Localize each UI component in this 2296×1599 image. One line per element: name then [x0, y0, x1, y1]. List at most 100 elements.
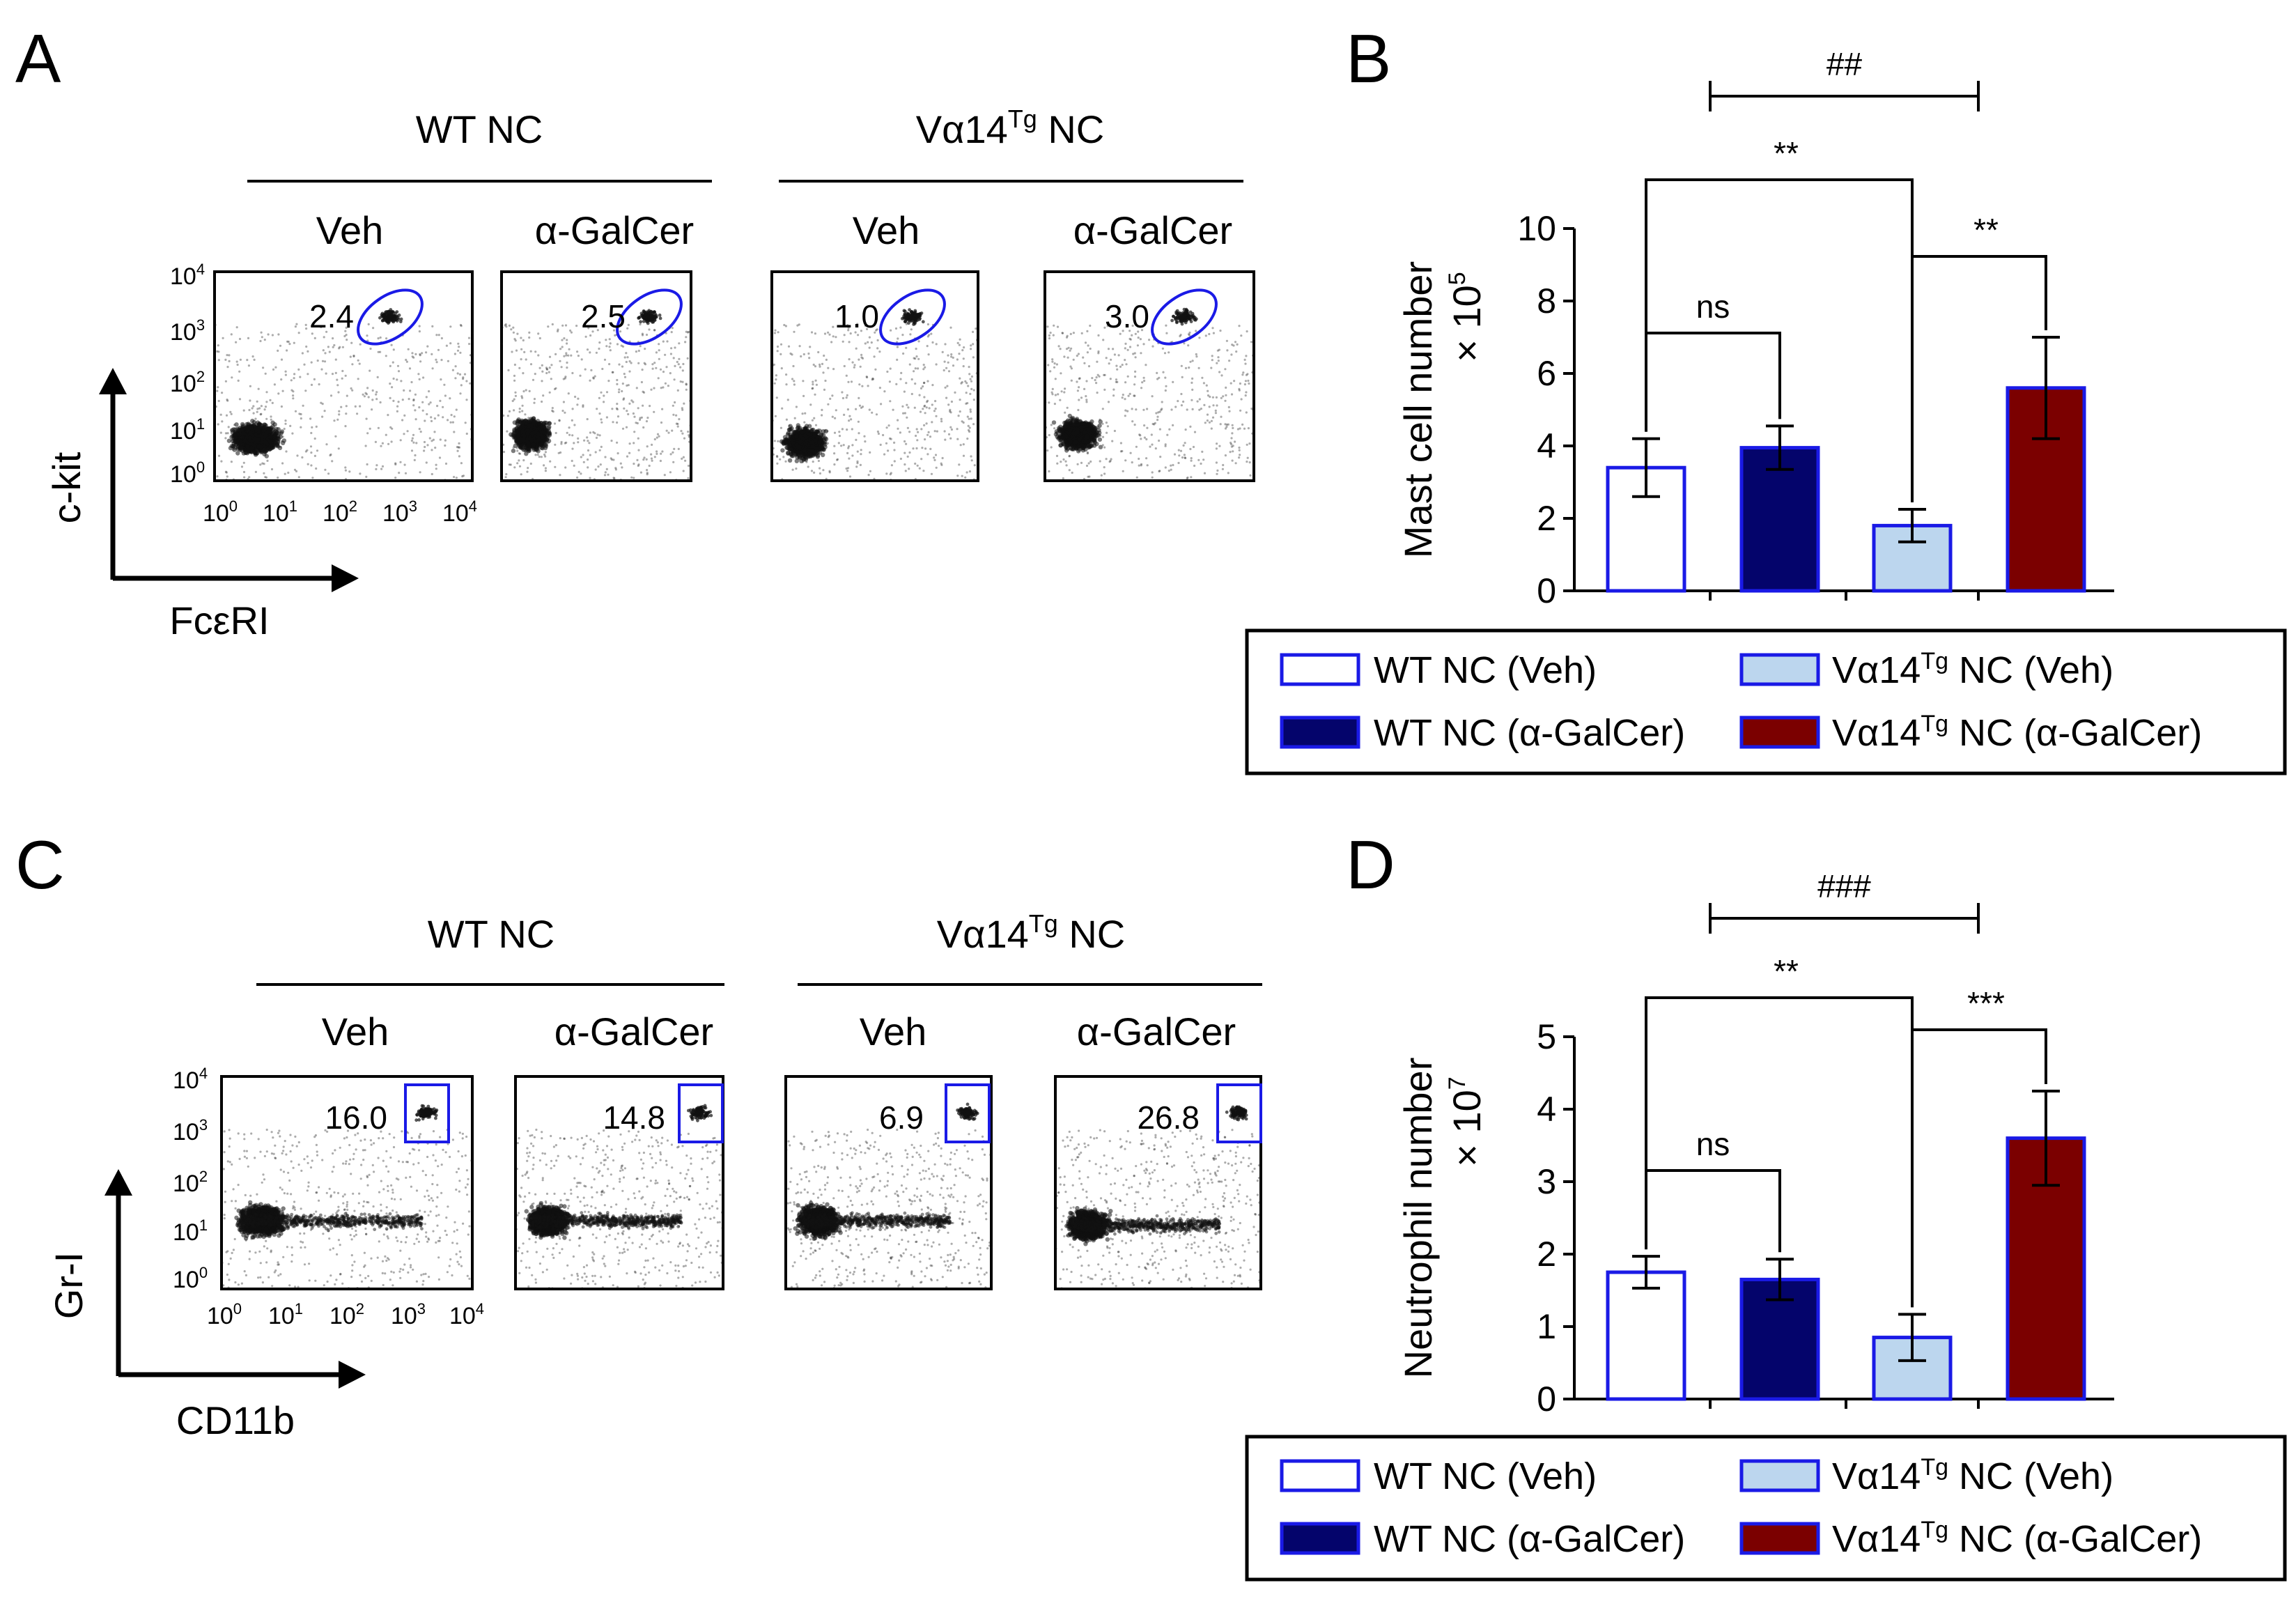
panel-c-xtick-2: 102 — [329, 1300, 364, 1329]
panel-b-legend-swatch-3 — [1280, 716, 1360, 749]
panel-b-y-axis-unit: × 105 — [1444, 272, 1489, 362]
panel-d-legend-label-4: Vα14Tg NC (α-GalCer) — [1832, 1517, 2202, 1560]
panel-c-y-arrowhead — [104, 1169, 132, 1196]
panel-a-ytick-1: 101 — [170, 415, 205, 445]
panel-d-bar-2 — [1739, 1277, 1820, 1401]
panel-d-ytick-label: 2 — [1537, 1235, 1556, 1274]
panel-d-y-axis-unit: × 107 — [1444, 1076, 1489, 1166]
panel-a-ytick-3: 103 — [170, 316, 205, 346]
panel-b-legend: WT NC (Veh) Vα14Tg NC (Veh) WT NC (α-Gal… — [1245, 628, 2287, 775]
panel-c-ytick-0: 100 — [173, 1264, 208, 1293]
panel-d-legend-label-2: Vα14Tg NC (Veh) — [1832, 1454, 2113, 1497]
panel-a-yticks: 104 103 102 101 100 — [170, 261, 205, 488]
panel-c-plot-4: 26.8 — [1054, 1075, 1262, 1290]
panel-c-letter: C — [15, 826, 65, 903]
panel-b-legend-swatch-2 — [1739, 653, 1820, 686]
panel-a-plot-frame-1 — [213, 270, 474, 482]
panel-a-plot-frame-4 — [1044, 270, 1255, 482]
panel-a-xtick-2: 102 — [323, 497, 357, 527]
panel-b-ytick-label: 6 — [1537, 354, 1556, 393]
panel-c-plot-1: 16.0 — [220, 1075, 474, 1290]
panel-b-letter: B — [1346, 20, 1391, 97]
panel-b-sig-label-1-3: ** — [1774, 135, 1799, 171]
panel-b-bracket-1-3 — [1645, 178, 1914, 502]
panel-a-ytick-2: 102 — [170, 368, 205, 397]
panel-c-group-label-tg: Vα14Tg NC — [937, 909, 1125, 956]
panel-c-treatment-4: α-GalCer — [1077, 1010, 1236, 1053]
panel-c-plot-dots-4 — [1055, 1105, 1262, 1290]
panel-b-ytick-label: 4 — [1537, 426, 1556, 465]
panel-d-legend: WT NC (Veh) Vα14Tg NC (Veh) WT NC (α-Gal… — [1245, 1435, 2287, 1582]
panel-a-plot-dots-1 — [213, 308, 474, 481]
panel-b-legend-swatch-4 — [1739, 716, 1820, 749]
panel-c-plot-dots-3 — [785, 1102, 993, 1290]
panel-a-plot-2: 2.5 — [500, 270, 692, 482]
panel-c-xticks: 100 101 102 103 104 — [207, 1300, 484, 1329]
panel-c-plot-dots-1 — [221, 1104, 473, 1290]
panel-a-gate-percent-1: 2.4 — [309, 298, 354, 334]
panel-a-gate-4 — [1151, 288, 1218, 346]
panel-d-ytick-label: 1 — [1537, 1307, 1556, 1346]
panel-d-legend-label-3: WT NC (α-GalCer) — [1374, 1518, 1685, 1560]
panel-c-xtick-0: 100 — [207, 1300, 242, 1329]
panel-a-gate-3 — [879, 288, 946, 346]
panel-c-gate-3 — [945, 1083, 991, 1143]
panel-a-group-label-wt: WT NC — [416, 107, 543, 151]
panel-d-y-unit-base: × 10 — [1445, 1090, 1489, 1167]
panel-c-x-axis-label: CD11b — [176, 1398, 295, 1442]
panel-d-ytick-label: 5 — [1537, 1017, 1556, 1056]
panel-c-x-arrowhead — [339, 1361, 366, 1389]
panel-c-treatment-1: Veh — [322, 1010, 389, 1053]
panel-d-sig-label-1-3: ** — [1774, 953, 1799, 989]
panel-a-flow-plots: 2.4 2.5 1.0 3.0 — [213, 270, 1255, 482]
panel-a-xtick-4: 104 — [442, 497, 477, 527]
panel-a-gate-percent-2: 2.5 — [581, 298, 626, 334]
panel-d-legend-swatch-2 — [1739, 1459, 1820, 1492]
panel-b-legend-label-3: WT NC (α-GalCer) — [1374, 712, 1685, 754]
panel-c-yticks: 104 103 102 101 100 — [173, 1065, 208, 1293]
panel-a-x-arrowhead — [332, 564, 359, 592]
panel-a-xtick-1: 101 — [263, 497, 297, 527]
panel-a-plot-dots-4 — [1044, 307, 1255, 482]
panel-d-letter: D — [1346, 826, 1395, 903]
panel-b-bar-chart: 0 2 4 6 8 10 Mast cell number × 105 ## ** ** ns — [1396, 46, 2114, 610]
panel-b-sig-label-3-4: ** — [1973, 212, 1999, 248]
panel-b-legend-swatch-1 — [1280, 653, 1360, 686]
panel-c-treatment-2: α-GalCer — [554, 1010, 713, 1053]
panel-c-xtick-1: 101 — [268, 1300, 303, 1329]
panel-b-y-axis-label: Mast cell number — [1396, 261, 1440, 558]
panel-c-gate-2 — [678, 1083, 724, 1143]
panel-d-bracket-1-2 — [1645, 1169, 1781, 1253]
panel-a-xtick-3: 103 — [382, 497, 417, 527]
panel-b-legend-label-1: WT NC (Veh) — [1374, 649, 1597, 691]
panel-b-legend-label-4: Vα14Tg NC (α-GalCer) — [1832, 711, 2202, 754]
panel-a-plot-4: 3.0 — [1044, 270, 1255, 482]
panel-c-ytick-3: 103 — [173, 1116, 208, 1145]
panel-a-plot-1: 2.4 — [213, 270, 474, 482]
panel-b-ytick-label: 8 — [1537, 281, 1556, 320]
panel-a-letter: A — [15, 20, 61, 97]
panel-a-y-axis-label: c-kit — [45, 451, 88, 523]
panel-d-legend-swatch-1 — [1280, 1459, 1360, 1492]
panel-a-gate-1 — [357, 288, 424, 346]
panel-a-treatment-1: Veh — [316, 208, 384, 252]
panel-c-gate-4 — [1216, 1083, 1262, 1143]
panel-c-xtick-3: 103 — [391, 1300, 426, 1329]
panel-d-y-unit-exponent: 7 — [1444, 1076, 1471, 1090]
panel-c-plot-frame-3 — [784, 1075, 993, 1290]
panel-a-gate-2 — [616, 288, 683, 346]
panel-a-group-label-tg: Vα14Tg NC — [916, 105, 1104, 151]
panel-c-group-label-wt: WT NC — [428, 912, 555, 956]
panel-a-ytick-4: 104 — [170, 261, 205, 290]
panel-b-sig-label-1-2: ns — [1696, 288, 1730, 325]
panel-d-legend-label-1: WT NC (Veh) — [1374, 1455, 1597, 1497]
panel-a-treatment-2: α-GalCer — [535, 208, 694, 252]
panel-d-sig-label-3-4: *** — [1967, 985, 2005, 1021]
panel-b-ytick-label: 10 — [1517, 209, 1556, 248]
panel-d-legend-swatch-4 — [1739, 1522, 1820, 1555]
panel-a: A WT NC Vα14Tg NC Veh α-GalCer Veh α-Gal… — [15, 20, 1255, 642]
panel-d-ytick-label: 0 — [1537, 1380, 1556, 1419]
